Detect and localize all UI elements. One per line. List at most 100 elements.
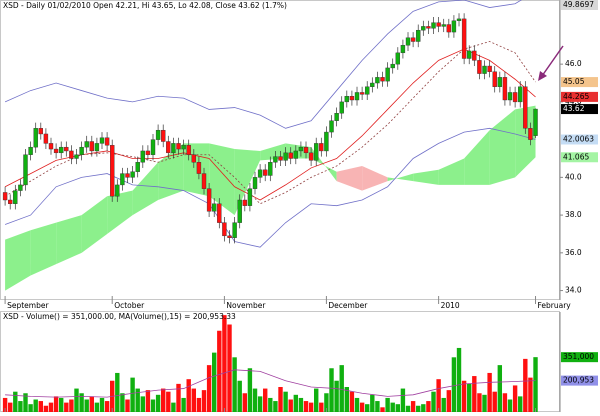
- candle-body: [410, 37, 416, 42]
- price-tag: [561, 91, 598, 102]
- candle-body: [283, 152, 288, 161]
- candle-body: [242, 199, 248, 206]
- candle-body: [497, 77, 503, 87]
- candle-body: [416, 29, 421, 42]
- price-tag: [561, 77, 598, 88]
- volume-bar: [421, 404, 426, 412]
- volume-bar: [217, 330, 222, 412]
- volume-bar: [502, 393, 508, 412]
- cloud: [5, 230, 31, 291]
- cloud: [158, 143, 184, 200]
- candle-body: [405, 37, 411, 46]
- candle-body: [487, 65, 492, 72]
- price-tag-label: 42.0063: [563, 135, 594, 144]
- candle-body: [181, 145, 186, 150]
- volume-bar: [293, 394, 299, 412]
- volume-bar: [89, 396, 95, 412]
- volume-bar: [166, 391, 171, 412]
- price-tag-label: 49.8697: [563, 0, 594, 9]
- candle-body: [212, 203, 217, 212]
- volume-bar: [375, 401, 380, 412]
- volume-bar: [339, 365, 344, 412]
- price-tag-label: 43.62: [563, 104, 585, 113]
- volume-bar: [314, 388, 319, 412]
- candle-body: [533, 108, 538, 136]
- volume-bar: [324, 393, 329, 412]
- volume-bar: [257, 396, 263, 412]
- candle-body: [329, 120, 334, 133]
- volume-bar: [518, 396, 523, 412]
- volume-bar: [263, 388, 268, 412]
- volume-bar: [33, 399, 38, 412]
- cloud: [260, 143, 286, 161]
- volume-bar: [533, 357, 538, 412]
- price-tag-label: 44.265: [563, 92, 589, 101]
- candle-body: [48, 143, 54, 150]
- volume-tag-label: 351,000: [563, 352, 594, 361]
- candle-body: [186, 145, 191, 155]
- volume-bar: [69, 399, 74, 412]
- volume-bar: [308, 402, 314, 412]
- volume-bar: [161, 388, 166, 412]
- y-tick-label: 40.0: [565, 172, 582, 181]
- volume-bar: [349, 391, 355, 412]
- volume-bar: [201, 390, 207, 412]
- candle-body: [150, 139, 156, 155]
- volume-bar: [206, 365, 212, 412]
- x-tick-label: February: [538, 301, 572, 310]
- volume-bar: [227, 324, 232, 412]
- volume-bar: [242, 393, 248, 412]
- candle-body: [125, 173, 130, 178]
- candle-body: [507, 92, 513, 101]
- volume-bar: [359, 402, 365, 412]
- volume-ma-line: [5, 369, 536, 398]
- volume-bar: [252, 388, 258, 412]
- candle-body: [385, 67, 390, 82]
- candle-body: [400, 45, 406, 54]
- candle-body: [166, 141, 171, 154]
- volume-bar: [472, 376, 477, 412]
- candle-body: [426, 26, 431, 29]
- volume-bar: [84, 399, 89, 412]
- cloud: [30, 222, 57, 276]
- volume-bar: [222, 315, 227, 412]
- candle-body: [237, 199, 242, 223]
- cloud: [107, 190, 133, 234]
- candle-body: [252, 177, 258, 189]
- volume-bar: [140, 396, 146, 412]
- volume-bar: [135, 388, 140, 412]
- indicator-line: [4, 0, 522, 129]
- candle-body: [130, 171, 135, 178]
- volume-bar: [74, 388, 79, 412]
- x-tick-label: November: [226, 301, 266, 310]
- candle-body: [176, 143, 181, 150]
- volume-bar: [181, 397, 186, 412]
- cloud: [387, 173, 414, 182]
- candle-body: [354, 92, 360, 101]
- candle-body: [477, 60, 482, 74]
- candle-body: [273, 156, 278, 163]
- volume-bar: [288, 399, 293, 412]
- candle-body: [349, 96, 355, 101]
- volume-bar: [8, 402, 13, 412]
- volume-bar: [104, 401, 110, 412]
- candle-body: [278, 156, 283, 161]
- candle-body: [324, 131, 329, 152]
- candle-body: [421, 26, 426, 31]
- volume-bar: [344, 387, 350, 412]
- candle-body: [89, 141, 95, 152]
- volume-bar: [410, 401, 416, 412]
- candle-body: [43, 133, 49, 144]
- candle-body: [110, 145, 115, 197]
- volume-bar: [196, 397, 202, 412]
- candle-body: [436, 22, 441, 27]
- candle-body: [69, 150, 74, 159]
- cloud: [209, 143, 235, 216]
- candle-body: [319, 143, 324, 152]
- y-tick-label: 46.0: [565, 59, 582, 68]
- volume-bar: [176, 383, 181, 412]
- volume-tag: [561, 352, 598, 363]
- volume-bar: [380, 407, 385, 412]
- candle-body: [38, 128, 44, 135]
